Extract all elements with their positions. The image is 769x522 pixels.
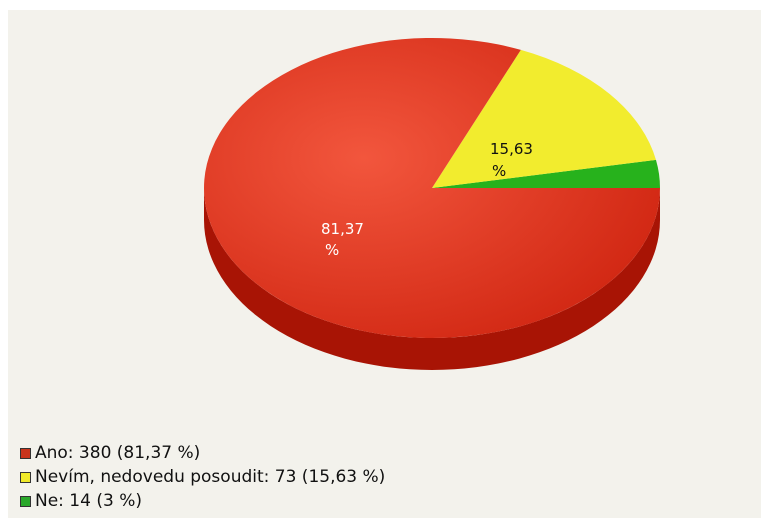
legend-item-nevim: Nevím, nedovedu posoudit: 73 (15,63 %) (20, 465, 385, 489)
slice-label-ano-unit: % (325, 241, 339, 259)
slice-label-nevim-number: 15,63 (490, 140, 533, 158)
pie-side-ano (204, 188, 660, 370)
pie-tops (204, 38, 660, 339)
legend-item-ano: Ano: 380 (81,37 %) (20, 441, 385, 465)
pie-slice-ano (204, 38, 660, 339)
legend-swatch-ano (20, 447, 31, 459)
slice-label-nevim-unit: % (492, 162, 506, 180)
pie-slice-nevim (432, 49, 656, 188)
pie-chart: 81,37 % 15,63 % (204, 38, 660, 370)
legend: Ano: 380 (81,37 %) Nevím, nedovedu posou… (20, 441, 385, 513)
legend-swatch-ne (20, 495, 31, 507)
legend-swatch-nevim (20, 471, 31, 483)
pie-sides (204, 188, 660, 370)
pie-slice-ne (432, 159, 660, 188)
legend-item-ne: Ne: 14 (3 %) (20, 489, 385, 513)
slice-label-ano-number: 81,37 (321, 220, 364, 238)
legend-label-ne: Ne: 14 (3 %) (35, 491, 142, 511)
legend-label-nevim: Nevím, nedovedu posoudit: 73 (15,63 %) (35, 467, 386, 487)
legend-label-ano: Ano: 380 (81,37 %) (35, 443, 201, 463)
chart-panel: 81,37 % 15,63 % Ano: 380 (81,37 %) Nevím… (8, 10, 761, 518)
